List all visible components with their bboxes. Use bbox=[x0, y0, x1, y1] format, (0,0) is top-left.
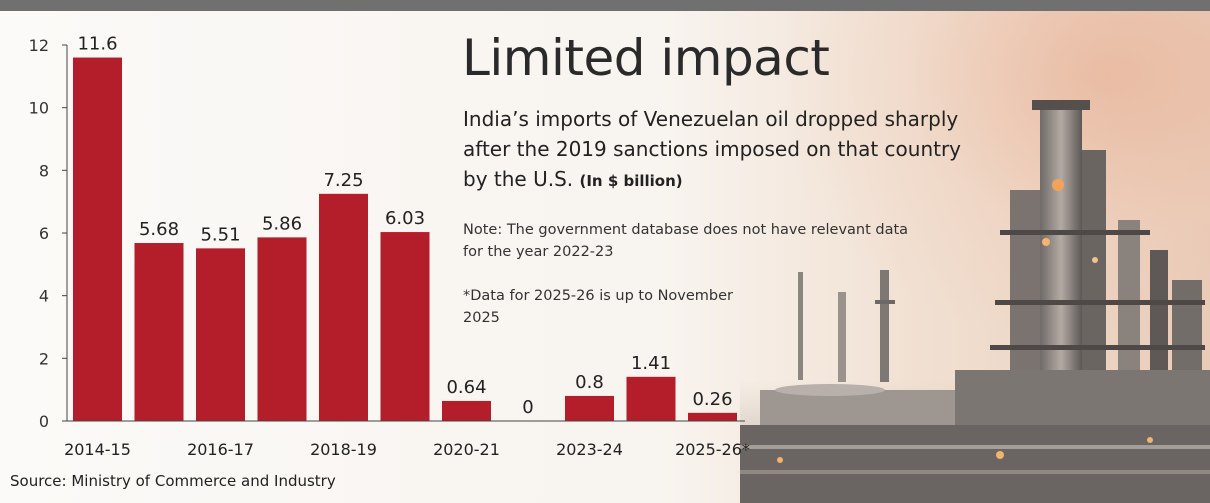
value-label: 1.41 bbox=[631, 353, 671, 374]
y-tick-label: 2 bbox=[39, 349, 49, 368]
subtitle-text: India’s imports of Venezuelan oil droppe… bbox=[463, 107, 961, 191]
y-tick-label: 10 bbox=[29, 99, 49, 118]
chart-title: Limited impact bbox=[462, 33, 829, 83]
value-label: 0.8 bbox=[575, 372, 604, 393]
x-axis: 2014-15 2016-17 2018-19 2020-21 2023-24 2025-… bbox=[64, 421, 750, 459]
x-tick-label: 2018-19 bbox=[310, 440, 377, 459]
value-label: 5.68 bbox=[139, 219, 179, 240]
y-tick-label: 6 bbox=[39, 224, 49, 243]
y-tick-label: 4 bbox=[39, 287, 49, 306]
x-tick-label: 2023-24 bbox=[556, 440, 623, 459]
value-label: 7.25 bbox=[323, 170, 363, 191]
y-axis: 0 2 4 6 8 10 12 bbox=[29, 36, 67, 431]
y-tick-label: 8 bbox=[39, 161, 49, 180]
chart-subtitle: India’s imports of Venezuelan oil droppe… bbox=[463, 104, 983, 196]
bar-2020-21 bbox=[442, 401, 491, 421]
y-tick-label: 12 bbox=[29, 36, 49, 55]
bar-2016-17 bbox=[196, 248, 245, 421]
bar-2019-20 bbox=[381, 232, 430, 421]
bar-2024-25 bbox=[627, 377, 676, 421]
x-tick-label: 2016-17 bbox=[187, 440, 254, 459]
value-label: 6.03 bbox=[385, 208, 425, 229]
value-label: 0 bbox=[522, 397, 533, 418]
x-tick-label: 2014-15 bbox=[64, 440, 131, 459]
value-label: 5.86 bbox=[262, 213, 302, 234]
value-label: 5.51 bbox=[200, 224, 240, 245]
x-tick-label: 2025-26* bbox=[675, 440, 750, 459]
y-tick-label: 0 bbox=[39, 412, 49, 431]
data-note: Note: The government database does not h… bbox=[463, 219, 923, 263]
unit-note: (In $ billion) bbox=[579, 172, 682, 190]
bar-2014-15 bbox=[73, 58, 122, 421]
x-tick-label: 2020-21 bbox=[433, 440, 500, 459]
bar-2017-18 bbox=[258, 237, 307, 421]
bar-2018-19 bbox=[319, 194, 368, 421]
bar-2023-24 bbox=[565, 396, 614, 421]
value-label: 0.26 bbox=[692, 389, 732, 410]
footnote: *Data for 2025-26 is up to November 2025 bbox=[463, 285, 763, 329]
value-label: 11.6 bbox=[77, 34, 117, 55]
bar-2015-16 bbox=[135, 243, 184, 421]
source-line: Source: Ministry of Commerce and Industr… bbox=[10, 472, 336, 490]
bar-2025-26* bbox=[688, 413, 737, 421]
value-label: 0.64 bbox=[446, 377, 486, 398]
